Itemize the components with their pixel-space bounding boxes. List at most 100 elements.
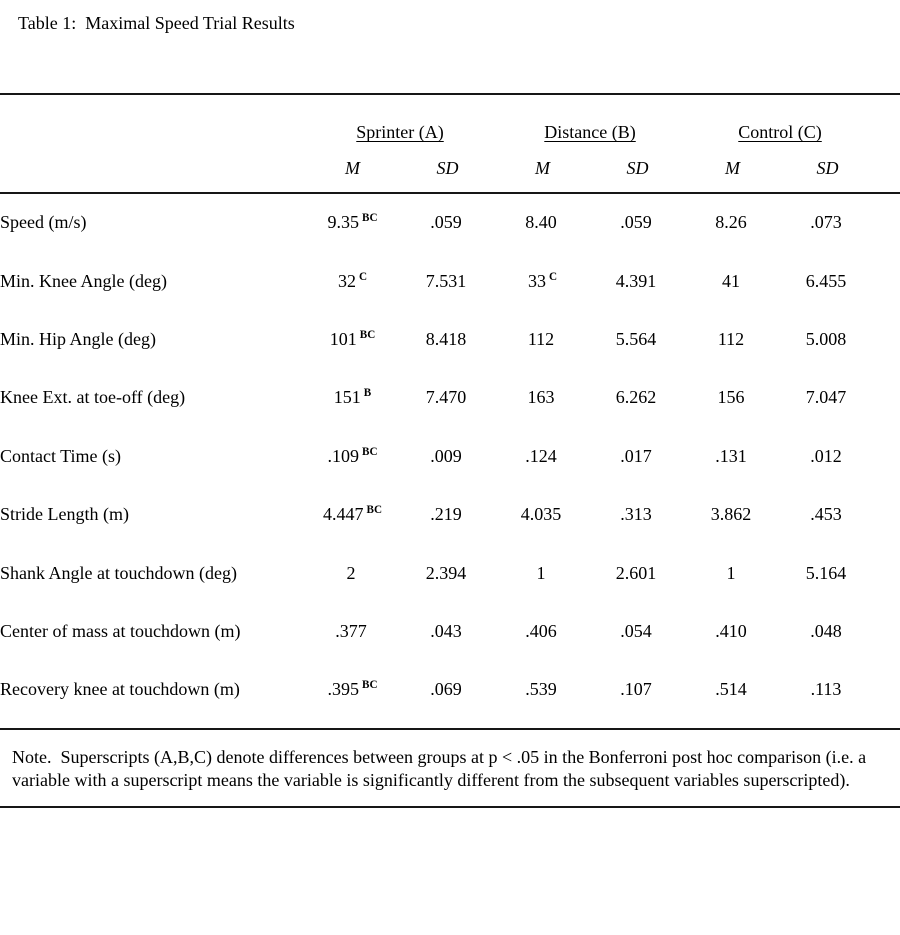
data-cell: 32 C <box>305 253 400 311</box>
data-cell: .059 <box>590 194 685 252</box>
cell-value: 33 <box>527 270 546 291</box>
cell-value: 4.035 <box>520 504 562 525</box>
cell-value: 156 <box>717 387 745 408</box>
data-cell: 5.164 <box>780 545 875 603</box>
cell-value: 8.418 <box>425 328 467 349</box>
cell-value: .059 <box>620 212 652 233</box>
cell-value: .017 <box>620 445 652 466</box>
data-cell: 4.391 <box>590 253 685 311</box>
data-cell: .109 BC <box>305 428 400 486</box>
data-cell: 4.447 BC <box>305 486 400 544</box>
data-cell: 2.601 <box>590 545 685 603</box>
row-label: Shank Angle at touchdown (deg) <box>0 562 237 583</box>
data-cell: 41 <box>685 253 780 311</box>
stat-header-mean: M <box>725 157 741 178</box>
cell-value: 163 <box>527 387 555 408</box>
cell-superscript: BC <box>362 212 378 225</box>
data-cell: .059 <box>400 194 495 252</box>
group-header-label: Sprinter (A) <box>356 122 444 143</box>
data-cell: 3.862 <box>685 486 780 544</box>
group-header-label: Control (C) <box>738 122 822 143</box>
horizontal-rule-under-header <box>0 192 900 195</box>
group-header-distance: Distance (B) <box>495 95 685 148</box>
cell-value: .406 <box>525 620 557 641</box>
data-cell: 6.262 <box>590 369 685 427</box>
group-header-control: Control (C) <box>685 95 875 148</box>
stat-header-mean: M <box>535 157 551 178</box>
cell-value: .410 <box>715 620 747 641</box>
data-cell: 8.26 <box>685 194 780 252</box>
row-label: Recovery knee at touchdown (m) <box>0 679 240 700</box>
data-cell: .012 <box>780 428 875 486</box>
cell-value: .113 <box>810 679 842 700</box>
table-row: Stride Length (m) 4.447 BC .219 4.035 .31… <box>0 486 875 544</box>
cell-value: 7.531 <box>425 270 467 291</box>
row-label: Min. Knee Angle (deg) <box>0 270 167 291</box>
cell-value: 4.447 <box>323 504 364 525</box>
stat-header-mean: M <box>345 157 360 178</box>
cell-value: .073 <box>810 212 842 233</box>
cell-superscript: B <box>363 387 372 400</box>
cell-value: 5.164 <box>805 562 847 583</box>
row-label: Speed (m/s) <box>0 212 87 233</box>
cell-value: .069 <box>430 679 462 700</box>
cell-value: 5.008 <box>805 328 847 349</box>
cell-value: 112 <box>527 328 555 349</box>
table-note: Note. Superscripts (A,B,C) denote differ… <box>12 746 871 791</box>
data-cell: .054 <box>590 603 685 661</box>
cell-value: .107 <box>620 679 652 700</box>
cell-value: 3.862 <box>710 504 752 525</box>
horizontal-rule-top <box>0 93 900 96</box>
header-spacer <box>0 149 305 192</box>
horizontal-rule-bottom <box>0 806 900 809</box>
cell-value: .054 <box>620 620 652 641</box>
cell-value: .131 <box>715 445 747 466</box>
cell-value: 7.047 <box>805 387 847 408</box>
data-cell: 33 C <box>495 253 590 311</box>
table-header: Sprinter (A) Distance (B) Control (C) M … <box>0 95 875 192</box>
cell-value: 112 <box>717 328 745 349</box>
row-label: Stride Length (m) <box>0 504 129 525</box>
cell-superscript: BC <box>362 679 378 692</box>
cell-value: 1 <box>536 562 546 583</box>
data-cell: 156 <box>685 369 780 427</box>
data-cell: .009 <box>400 428 495 486</box>
data-cell: .017 <box>590 428 685 486</box>
data-cell: .219 <box>400 486 495 544</box>
cell-value: 5.564 <box>615 328 657 349</box>
cell-value: 101 <box>329 328 357 349</box>
cell-value: .377 <box>335 620 367 641</box>
cell-value: .109 <box>327 445 360 466</box>
data-cell: .124 <box>495 428 590 486</box>
cell-value: 8.40 <box>525 212 557 233</box>
data-cell: 101 BC <box>305 311 400 369</box>
data-cell: 5.008 <box>780 311 875 369</box>
cell-value: .453 <box>810 504 842 525</box>
cell-superscript: C <box>358 270 368 283</box>
data-cell: 2 <box>305 545 400 603</box>
data-cell: .048 <box>780 603 875 661</box>
cell-value: 4.391 <box>615 270 657 291</box>
stat-header-sd: SD <box>436 157 459 178</box>
data-cell: 4.035 <box>495 486 590 544</box>
data-cell: 6.455 <box>780 253 875 311</box>
data-cell: .131 <box>685 428 780 486</box>
table-row: Knee Ext. at toe-off (deg) 151 B 7.470 16… <box>0 369 875 427</box>
table-row: Speed (m/s) 9.35 BC .059 8.40 .059 8.26 .… <box>0 194 875 252</box>
data-cell: 5.564 <box>590 311 685 369</box>
data-cell: 2.394 <box>400 545 495 603</box>
data-cell: .539 <box>495 661 590 719</box>
data-cell: .113 <box>780 661 875 719</box>
cell-value: 2 <box>346 562 356 583</box>
cell-value: 9.35 <box>327 212 360 233</box>
table-title: Table 1: Maximal Speed Trial Results <box>18 13 295 33</box>
cell-value: .059 <box>430 212 462 233</box>
data-cell: .377 <box>305 603 400 661</box>
cell-value: 6.455 <box>805 270 847 291</box>
cell-value: .012 <box>810 445 842 466</box>
data-cell: 7.047 <box>780 369 875 427</box>
data-cell: 7.470 <box>400 369 495 427</box>
table-row: Shank Angle at touchdown (deg) 2 2.394 1… <box>0 545 875 603</box>
table-row: Min. Knee Angle (deg) 32 C 7.531 33 C 4.39… <box>0 253 875 311</box>
data-cell: 7.531 <box>400 253 495 311</box>
